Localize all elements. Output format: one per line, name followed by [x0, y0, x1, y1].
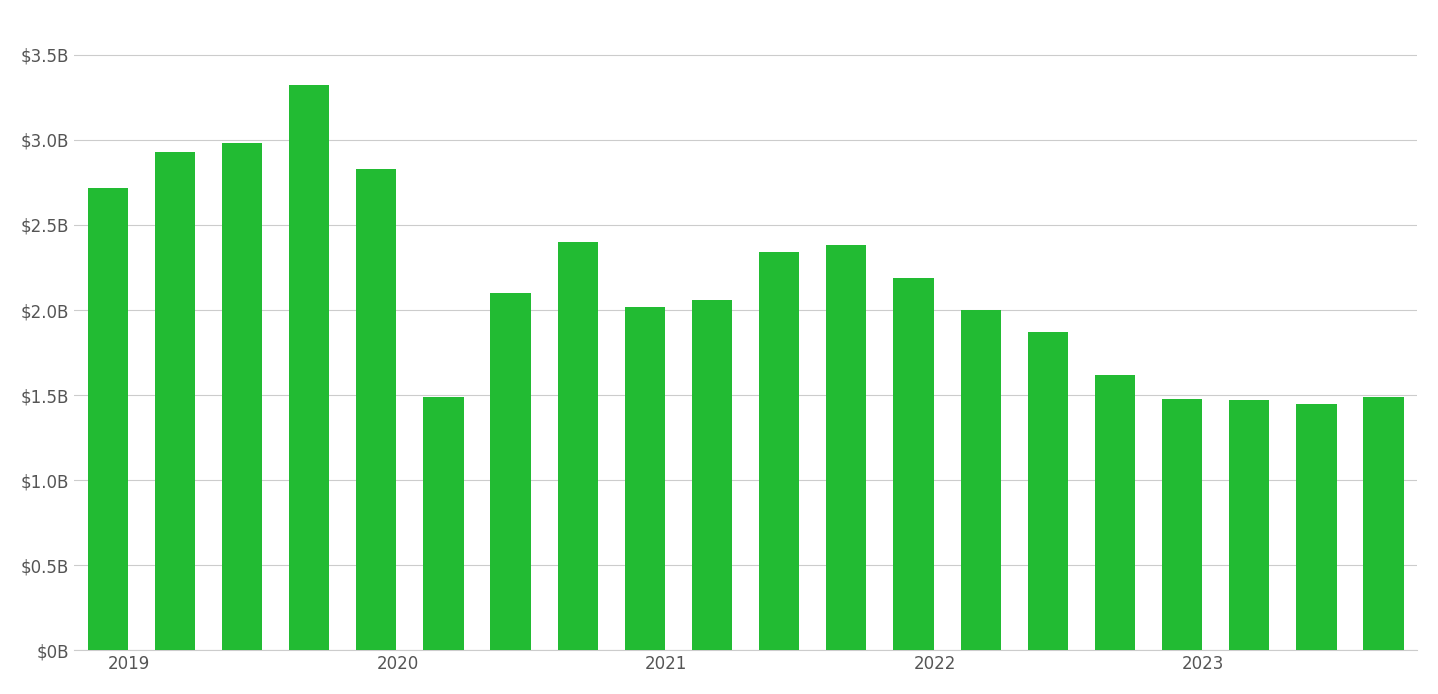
- Bar: [759, 252, 800, 650]
- Bar: [893, 278, 933, 650]
- Bar: [289, 85, 329, 650]
- Bar: [558, 242, 598, 650]
- Bar: [1229, 400, 1270, 650]
- Bar: [1363, 397, 1403, 650]
- Bar: [961, 310, 1001, 650]
- Bar: [827, 246, 867, 650]
- Bar: [490, 293, 531, 650]
- Bar: [155, 152, 196, 650]
- Bar: [624, 307, 664, 650]
- Bar: [692, 300, 732, 650]
- Bar: [221, 144, 262, 650]
- Bar: [423, 397, 463, 650]
- Bar: [1094, 375, 1135, 650]
- Bar: [357, 169, 397, 650]
- Bar: [1162, 398, 1202, 650]
- Bar: [1028, 332, 1068, 650]
- Bar: [1296, 404, 1336, 650]
- Bar: [88, 187, 128, 650]
